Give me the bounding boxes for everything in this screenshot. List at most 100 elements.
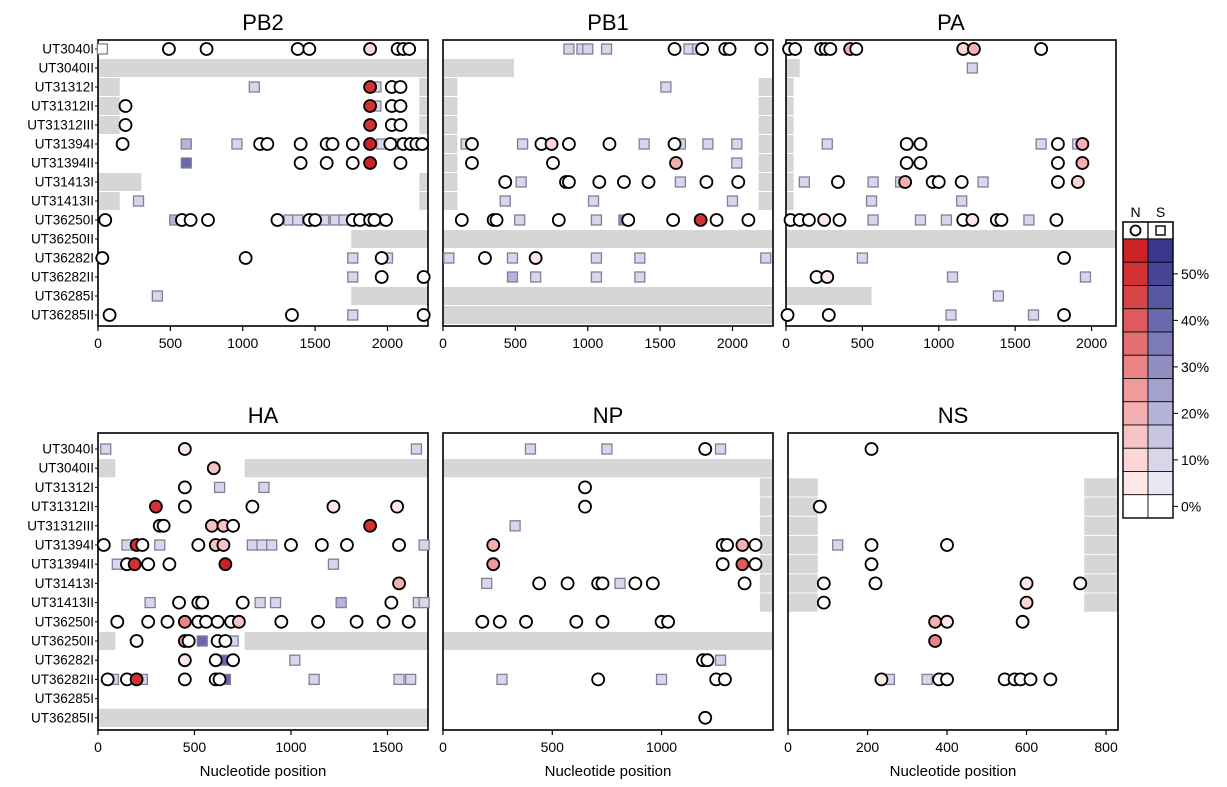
nonsynonymous-marker <box>293 156 308 170</box>
synonymous-marker <box>614 577 626 590</box>
nonsynonymous-marker <box>416 270 431 284</box>
nonsynonymous-marker <box>1015 614 1030 629</box>
gap-region <box>244 459 428 478</box>
nonsynonymous-marker <box>110 614 125 629</box>
gap-region <box>443 78 458 96</box>
x-tick-label: 0 <box>782 335 790 351</box>
nonsynonymous-marker <box>415 137 430 151</box>
synonymous-marker <box>410 443 423 455</box>
synonymous-marker <box>731 138 743 150</box>
sample-label: UT3040I <box>42 442 94 457</box>
gap-region <box>1084 574 1118 593</box>
gap-region <box>443 154 458 172</box>
synonymous-marker <box>921 673 933 686</box>
synonymous-marker <box>634 252 646 264</box>
nonsynonymous-marker <box>1034 42 1049 56</box>
legend-tick-label: 20% <box>1181 405 1209 421</box>
gap-region <box>419 173 428 191</box>
gap-region <box>759 593 773 612</box>
nonsynonymous-marker <box>913 156 928 170</box>
nonsynonymous-marker <box>1023 672 1038 687</box>
sample-label: UT31413I <box>35 175 94 190</box>
x-tick-label: 500 <box>541 739 565 755</box>
nonsynonymous-marker <box>393 118 408 132</box>
nonsynonymous-marker <box>115 137 130 151</box>
nonsynonymous-marker <box>489 213 504 227</box>
nonsynonymous-marker <box>340 538 354 552</box>
synonymous-marker <box>582 43 594 55</box>
gap-region <box>244 631 428 651</box>
nonsynonymous-marker <box>486 557 501 572</box>
nonsynonymous-marker <box>100 672 115 687</box>
legend-n-cell <box>1122 471 1149 496</box>
nonsynonymous-marker <box>454 213 469 227</box>
gap-region <box>758 97 773 115</box>
synonymous-marker <box>524 443 537 455</box>
synonymous-marker <box>655 673 668 686</box>
nonsynonymous-marker <box>899 137 914 151</box>
square-icon <box>1155 225 1166 236</box>
synonymous-marker <box>347 309 359 321</box>
nonsynonymous-marker <box>363 99 378 113</box>
nonsynonymous-marker <box>831 175 845 189</box>
panel-frame <box>785 39 1117 327</box>
gap-region <box>1084 593 1118 612</box>
nonsynonymous-marker <box>308 213 323 227</box>
synonymous-marker <box>832 539 844 551</box>
x-tick-label: 1000 <box>227 335 258 351</box>
nonsynonymous-marker <box>560 576 575 591</box>
nonsynonymous-marker <box>994 213 1009 227</box>
gap-region <box>98 192 120 210</box>
nonsynonymous-marker <box>177 480 192 495</box>
legend-n-cell <box>1122 261 1149 286</box>
gap-region <box>443 116 458 134</box>
legend-n-cell <box>1122 401 1149 426</box>
synonymous-marker <box>638 138 650 150</box>
nonsynonymous-marker <box>1057 251 1071 265</box>
x-axis-label: Nucleotide position <box>200 763 327 780</box>
nonsynonymous-marker <box>416 308 431 322</box>
nonsynonymous-marker <box>245 499 260 514</box>
synonymous-marker <box>180 138 192 150</box>
synonymous-marker <box>496 673 508 686</box>
nonsynonymous-marker <box>578 480 592 495</box>
nonsynonymous-marker <box>928 614 943 629</box>
sample-label: UT31312I <box>35 80 94 95</box>
nonsynonymous-marker <box>383 137 398 151</box>
nonsynonymous-marker <box>595 576 610 591</box>
nonsynonymous-marker <box>1057 308 1071 322</box>
legend-s-cell <box>1147 494 1174 519</box>
panel-pa: PA 0 500 1000 1500 2000 <box>780 10 1117 351</box>
nonsynonymous-marker <box>270 213 285 227</box>
nonsynonymous-marker <box>345 156 360 170</box>
gap-region <box>759 516 773 535</box>
sample-label: UT36250I <box>35 213 94 228</box>
nonsynonymous-marker <box>465 137 479 151</box>
gap-region <box>786 116 794 134</box>
legend-n-cell <box>1122 378 1149 403</box>
nonsynonymous-marker <box>967 42 981 56</box>
nonsynonymous-marker <box>212 672 227 687</box>
nonsynonymous-marker <box>931 175 946 189</box>
synonymous-marker <box>798 176 810 188</box>
legend-n-cell <box>1122 447 1149 472</box>
gap-region <box>98 173 142 191</box>
nonsynonymous-marker <box>216 538 231 552</box>
nonsynonymous-marker <box>592 175 607 189</box>
synonymous-marker <box>443 252 455 264</box>
synonymous-marker <box>254 596 266 609</box>
nonsynonymous-marker <box>802 213 816 227</box>
nonsynonymous-marker <box>578 499 592 514</box>
legend-n-cell <box>1122 494 1149 519</box>
legend-tick-label: 30% <box>1181 359 1209 375</box>
x-tick-label: 1000 <box>646 739 677 755</box>
x-tick-label: 0 <box>784 739 792 755</box>
synonymous-marker <box>731 157 743 169</box>
x-tick-label: 500 <box>183 739 207 755</box>
x-tick-label: 1500 <box>645 335 676 351</box>
nonsynonymous-marker <box>129 634 144 648</box>
synonymous-marker <box>714 654 727 666</box>
nonsynonymous-marker <box>238 251 253 265</box>
nonsynonymous-marker <box>325 137 340 151</box>
legend-s-cell <box>1147 238 1174 263</box>
